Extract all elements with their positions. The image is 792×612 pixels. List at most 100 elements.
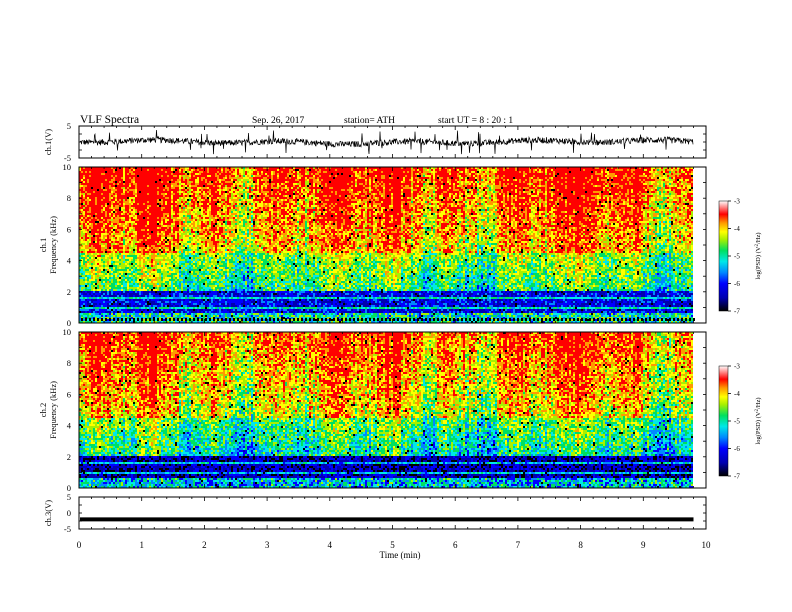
spectrogram-cell [83,229,85,231]
spectrogram-cell [133,213,135,215]
spectrogram-cell [155,237,157,239]
spectrogram-cell [85,265,87,267]
spectrogram-cell [109,175,111,177]
spectrogram-cell [91,207,93,209]
spectrogram-cell [121,207,123,209]
spectrogram-cell [99,277,101,279]
spectrogram-cell [83,175,85,177]
spectrogram-cell [143,279,145,281]
spectrogram-cell [149,297,151,299]
spectrogram-cell [141,197,143,199]
spectrogram-cell [153,183,155,185]
spectrogram-cell [143,253,145,255]
spectrogram-cell [123,319,125,321]
spectrogram-cell [93,201,95,203]
spectrogram-cell [119,301,121,303]
spectrogram-cell [117,199,119,201]
spectrogram-cell [159,187,161,189]
spectrogram-cell [149,289,151,291]
spectrogram-cell [131,191,133,193]
spectrogram-cell [117,191,119,193]
spectrogram-cell [141,287,143,289]
spectrogram-cell [143,169,145,171]
spectrogram-cell [111,269,113,271]
spectrogram-cell [129,197,131,199]
spectrogram-cell [99,183,101,185]
spectrogram-cell [101,175,103,177]
spectrogram-cell [153,259,155,261]
spectrogram-cell [157,215,159,217]
spectrogram-cell [103,199,105,201]
spectrogram-cell [129,191,131,193]
spectrogram-cell [123,231,125,233]
spectrogram-cell [149,223,151,225]
spectrogram-cell [123,179,125,181]
spectrogram-cell [87,219,89,221]
spectrogram-cell [135,305,137,307]
spectrogram-cell [117,201,119,203]
spectrogram-cell [123,249,125,251]
spectrogram-cell [137,179,139,181]
spectrogram-cell [129,221,131,223]
spectrogram-cell [87,229,89,231]
spectrogram-cell [121,245,123,247]
spectrogram-cell [135,181,137,183]
spectrogram-cell [137,299,139,301]
spectrogram-cell [93,193,95,195]
spectrogram-cell [95,263,97,265]
spectrogram-cell [147,235,149,237]
spectrogram-cell [139,191,141,193]
spectrogram-cell [89,169,91,171]
spectrogram-cell [135,251,137,253]
spectrogram-cell [107,249,109,251]
spectrogram-cell [113,217,115,219]
spectrogram-cell [145,237,147,239]
spectrogram-cell [129,183,131,185]
spectrogram-cell [119,307,121,309]
spectrogram-cell [89,307,91,309]
spectrogram-cell [113,169,115,171]
spectrogram-cell [147,225,149,227]
spectrogram-cell [131,193,133,195]
spectrogram-cell [157,253,159,255]
spectrogram-cell [117,219,119,221]
spectrogram-cell [125,199,127,201]
spectrogram-cell [131,195,133,197]
spectrogram-cell [111,245,113,247]
spectrogram-cell [137,251,139,253]
spectrogram-cell [97,183,99,185]
spectrogram-cell [143,255,145,257]
spectrogram-cell [117,307,119,309]
spectrogram-cell [141,223,143,225]
spectrogram-cell [89,269,91,271]
spectrogram-cell [155,235,157,237]
spectrogram-cell [89,195,91,197]
spectrogram-cell [87,237,89,239]
spectrogram-cell [111,289,113,291]
spectrogram-cell [107,257,109,259]
spectrogram-cell [95,265,97,267]
spectrogram-cell [123,191,125,193]
spectrogram-cell [153,179,155,181]
spectrogram-cell [83,267,85,269]
spectrogram-cell [147,177,149,179]
spectrogram-cell [153,217,155,219]
spectrogram-cell [95,233,97,235]
spectrogram-cell [149,235,151,237]
spectrogram-cell [89,215,91,217]
spectrogram-cell [149,189,151,191]
spectrogram-cell [137,169,139,171]
spectrogram-cell [109,249,111,251]
spectrogram-cell [135,239,137,241]
spectrogram-cell [105,299,107,301]
spectrogram-cell [143,215,145,217]
spectrogram-cell [101,257,103,259]
spectrogram-cell [143,239,145,241]
spectrogram-cell [119,185,121,187]
spectrogram-cell [131,267,133,269]
spectrogram-cell [97,191,99,193]
spectrogram-cell [81,221,83,223]
spectrogram-cell [129,235,131,237]
spectrogram-cell [117,183,119,185]
spectrogram-cell [157,315,159,317]
